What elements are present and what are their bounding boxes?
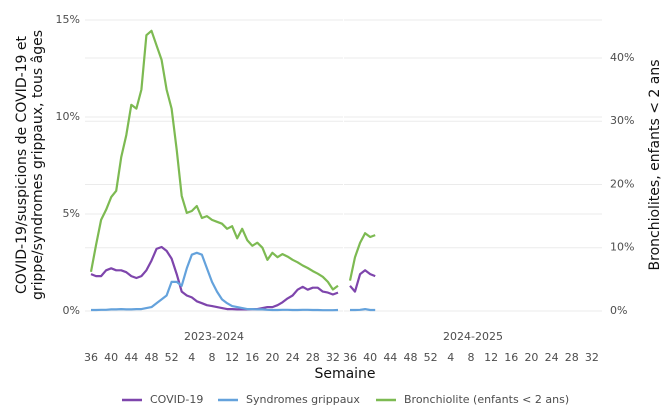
x-tick-label: 16 xyxy=(504,351,518,364)
y2-tick-label: 20% xyxy=(610,177,634,190)
x-tick-label: 4 xyxy=(447,351,454,364)
y2-tick-label: 10% xyxy=(610,241,634,254)
x-tick-label: 32 xyxy=(585,351,599,364)
series-line xyxy=(89,29,339,291)
x-tick-label: 40 xyxy=(104,351,118,364)
x-tick-label: 8 xyxy=(467,351,474,364)
series-line xyxy=(91,251,339,312)
x-tick-label: 52 xyxy=(424,351,438,364)
legend-label: Syndromes grippaux xyxy=(246,393,360,406)
x-tick-label: 24 xyxy=(545,351,559,364)
legend-label: COVID-19 xyxy=(150,393,203,406)
x-tick-label: 28 xyxy=(306,351,320,364)
x-tick-label: 32 xyxy=(326,351,340,364)
x-tick-label: 44 xyxy=(124,351,138,364)
y2-tick-label: 30% xyxy=(610,114,634,127)
x-tick-label: 12 xyxy=(484,351,498,364)
x-tick-label: 4 xyxy=(188,351,195,364)
x-tick-label: 24 xyxy=(286,351,300,364)
x-tick-label: 12 xyxy=(225,351,239,364)
y2-tick-label: 0% xyxy=(610,304,627,317)
x-tick-label: 48 xyxy=(403,351,417,364)
y-tick-label: 5% xyxy=(63,207,80,220)
x-tick-label: 40 xyxy=(363,351,377,364)
x-tick-label: 36 xyxy=(343,351,357,364)
y-tick-label: 15% xyxy=(56,13,80,26)
series-line xyxy=(350,308,376,312)
x-tick-label: 28 xyxy=(565,351,579,364)
x-tick-label: 52 xyxy=(165,351,179,364)
x-tick-label: 16 xyxy=(245,351,259,364)
series-line xyxy=(349,269,376,293)
series-line xyxy=(348,232,376,281)
y2-axis-title: Bronchiolites, enfants < 2 ans xyxy=(647,60,663,271)
x-tick-label: 8 xyxy=(208,351,215,364)
y2-tick-label: 40% xyxy=(610,51,634,64)
x-axis-title: Semaine xyxy=(314,366,375,382)
x-tick-label: 48 xyxy=(144,351,158,364)
legend-label: Bronchiolite (enfants < 2 ans) xyxy=(404,393,569,406)
x-tick-label: 20 xyxy=(524,351,538,364)
y-axis-title: COVID-19/suspicions de COVID-19 et xyxy=(14,35,30,294)
x-tick-label: 36 xyxy=(84,351,98,364)
x-tick-label: 44 xyxy=(383,351,397,364)
facet-label: 2024-2025 xyxy=(443,330,503,343)
y-tick-label: 10% xyxy=(56,110,80,123)
series-line xyxy=(90,245,339,311)
y-tick-label: 0% xyxy=(63,304,80,317)
y-axis-title: grippe/syndromes grippaux, tous âges xyxy=(30,30,46,300)
x-tick-label: 20 xyxy=(265,351,279,364)
facet-label: 2023-2024 xyxy=(184,330,244,343)
